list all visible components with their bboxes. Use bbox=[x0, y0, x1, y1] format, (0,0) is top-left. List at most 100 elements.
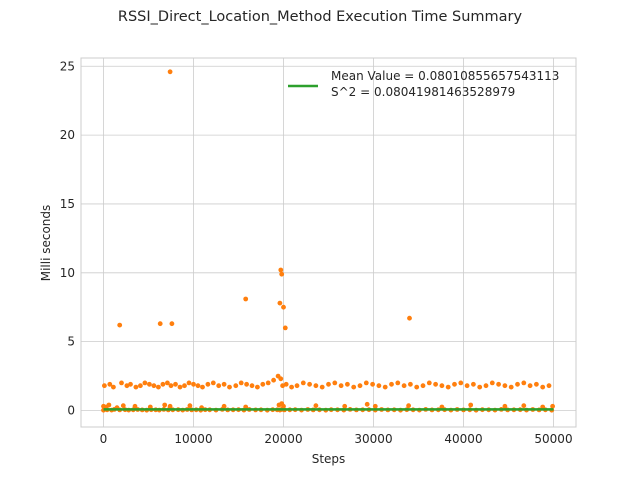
data-point bbox=[471, 381, 476, 387]
data-point bbox=[307, 381, 312, 387]
data-point bbox=[489, 380, 495, 386]
data-point bbox=[221, 403, 227, 409]
data-point bbox=[271, 377, 276, 383]
data-point bbox=[278, 267, 284, 273]
data-point bbox=[527, 383, 533, 389]
data-point bbox=[233, 383, 239, 389]
data-point bbox=[169, 321, 175, 327]
x-axis-label: Steps bbox=[312, 452, 346, 466]
data-point bbox=[496, 381, 501, 387]
x-tick-label: 40000 bbox=[444, 432, 482, 446]
data-point bbox=[243, 296, 249, 302]
data-point bbox=[515, 381, 520, 387]
data-point bbox=[195, 383, 201, 389]
x-tick-label: 50000 bbox=[534, 432, 572, 446]
x-tick-label: 20000 bbox=[264, 432, 302, 446]
data-point bbox=[277, 300, 283, 306]
y-tick-label: 25 bbox=[60, 59, 75, 73]
data-point bbox=[200, 384, 205, 390]
data-point bbox=[282, 325, 288, 331]
data-point bbox=[278, 376, 284, 382]
data-point bbox=[165, 380, 170, 386]
data-point bbox=[157, 321, 163, 327]
data-point bbox=[265, 380, 271, 386]
data-point bbox=[332, 380, 338, 386]
data-point bbox=[205, 381, 211, 387]
chart-title: RSSI_Direct_Location_Method Execution Ti… bbox=[118, 9, 523, 25]
data-point bbox=[521, 403, 527, 409]
data-point bbox=[162, 402, 168, 408]
data-point bbox=[521, 380, 527, 386]
data-point bbox=[550, 403, 555, 409]
data-point bbox=[546, 383, 552, 389]
data-point bbox=[345, 381, 350, 387]
data-point bbox=[483, 383, 489, 389]
data-point bbox=[408, 381, 413, 387]
y-tick-label: 15 bbox=[60, 197, 75, 211]
y-axis-ticks: 0 5 10 15 20 25 bbox=[60, 59, 75, 417]
data-point bbox=[221, 381, 227, 387]
legend-variance-label: S^2 = 0.08041981463528979 bbox=[331, 85, 515, 99]
legend: Mean Value = 0.08010855657543113 S^2 = 0… bbox=[288, 69, 559, 99]
x-tick-label: 30000 bbox=[354, 432, 392, 446]
data-point bbox=[167, 403, 173, 409]
data-point bbox=[534, 381, 539, 387]
y-tick-label: 10 bbox=[60, 266, 75, 280]
data-point bbox=[313, 403, 319, 409]
data-point bbox=[420, 383, 426, 389]
data-point bbox=[168, 383, 174, 389]
data-point bbox=[216, 383, 222, 389]
data-point bbox=[260, 381, 266, 387]
data-point bbox=[281, 403, 286, 409]
data-point bbox=[102, 383, 107, 389]
data-point bbox=[132, 403, 138, 409]
data-point bbox=[508, 384, 514, 390]
y-tick-label: 20 bbox=[60, 128, 75, 142]
data-point bbox=[120, 403, 126, 409]
y-tick-label: 0 bbox=[67, 403, 75, 417]
y-axis-label: Milli seconds bbox=[39, 205, 53, 282]
data-point bbox=[227, 384, 232, 390]
data-point bbox=[376, 383, 382, 389]
x-tick-label: 10000 bbox=[174, 432, 212, 446]
data-point bbox=[173, 381, 178, 387]
data-point bbox=[156, 384, 161, 390]
data-point bbox=[210, 380, 216, 386]
data-point bbox=[300, 380, 306, 386]
data-point bbox=[106, 402, 112, 408]
data-point bbox=[363, 380, 369, 386]
data-point bbox=[439, 383, 445, 389]
data-point bbox=[294, 383, 300, 389]
data-point bbox=[395, 380, 401, 386]
x-tick-label: 0 bbox=[100, 432, 108, 446]
data-point bbox=[389, 381, 394, 387]
data-point bbox=[177, 384, 183, 390]
data-point bbox=[138, 383, 143, 389]
plot-area bbox=[80, 57, 577, 428]
data-point bbox=[342, 403, 348, 409]
plot-frame bbox=[80, 57, 577, 428]
data-point bbox=[107, 381, 113, 387]
data-point bbox=[364, 401, 370, 407]
data-point bbox=[351, 384, 357, 390]
data-point bbox=[502, 383, 508, 389]
data-point bbox=[406, 403, 411, 409]
data-point bbox=[111, 384, 116, 390]
data-point bbox=[142, 380, 148, 386]
data-point bbox=[182, 383, 187, 389]
data-point bbox=[452, 381, 457, 387]
data-point bbox=[186, 380, 192, 386]
data-point bbox=[160, 381, 166, 387]
data-point bbox=[468, 402, 474, 408]
data-point bbox=[313, 383, 319, 389]
data-point bbox=[238, 380, 244, 386]
data-point bbox=[477, 384, 483, 390]
data-point bbox=[370, 381, 375, 387]
data-point bbox=[319, 384, 325, 390]
data-point bbox=[540, 384, 546, 390]
data-point bbox=[326, 381, 331, 387]
data-point bbox=[167, 69, 173, 75]
y-tick-label: 5 bbox=[67, 335, 75, 349]
